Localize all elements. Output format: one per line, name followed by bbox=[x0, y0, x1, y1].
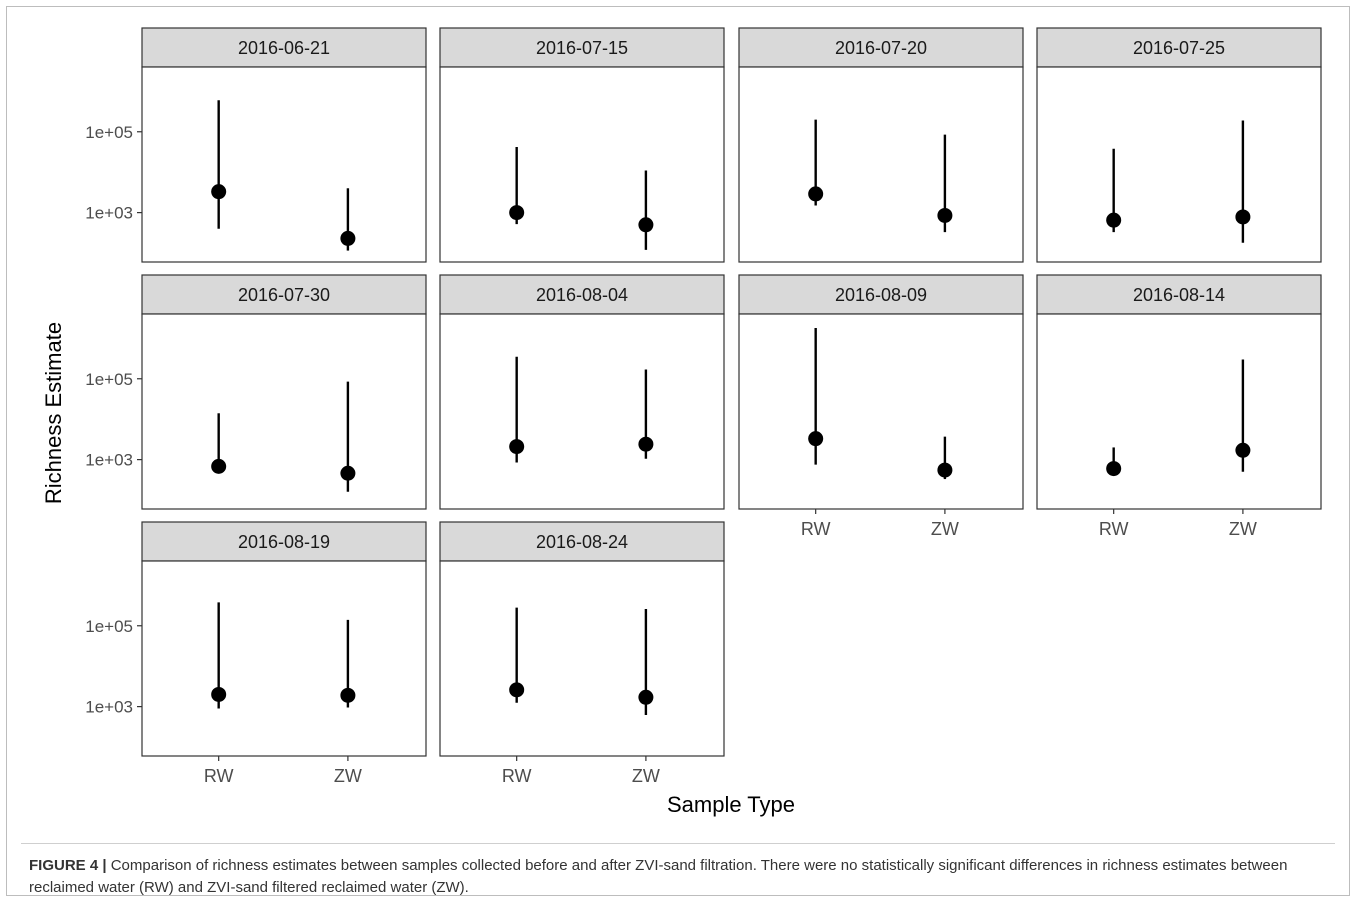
x-tick-label: RW bbox=[204, 766, 234, 786]
point-rw bbox=[808, 186, 824, 202]
facet-label: 2016-07-15 bbox=[536, 38, 628, 58]
facet-panel bbox=[141, 66, 427, 263]
facet-label: 2016-08-04 bbox=[536, 285, 628, 305]
facet-panel bbox=[439, 313, 725, 510]
point-rw bbox=[509, 682, 525, 698]
point-rw bbox=[1106, 212, 1122, 228]
point-zw bbox=[937, 462, 953, 478]
figure-frame: 2016-06-21 1e+03 1e+05 2016-07-15 2016-07-20… bbox=[6, 6, 1350, 896]
y-tick-label: 1e+03 bbox=[85, 698, 133, 717]
facet-panel bbox=[141, 313, 427, 510]
x-tick-label: ZW bbox=[1229, 519, 1257, 539]
facet-label: 2016-07-30 bbox=[238, 285, 330, 305]
point-rw bbox=[211, 458, 227, 474]
facet-strip bbox=[1036, 274, 1322, 315]
facet-label: 2016-08-09 bbox=[835, 285, 927, 305]
point-zw bbox=[340, 687, 356, 703]
figure-caption: FIGURE 4 | Comparison of richness estima… bbox=[29, 855, 1345, 899]
point-zw bbox=[340, 230, 356, 246]
x-tick-label: ZW bbox=[931, 519, 959, 539]
facet-label: 2016-08-24 bbox=[536, 532, 628, 552]
y-axis-title: Richness Estimate bbox=[41, 322, 66, 504]
facet-panel bbox=[1036, 313, 1322, 510]
y-tick-label: 1e+03 bbox=[85, 204, 133, 223]
point-rw bbox=[1106, 461, 1122, 477]
facet-label: 2016-08-19 bbox=[238, 532, 330, 552]
facet-strip bbox=[439, 274, 725, 315]
facet-strip bbox=[738, 27, 1024, 68]
facet-strip bbox=[1036, 27, 1322, 68]
facet-strip bbox=[141, 274, 427, 315]
facet-panel bbox=[1036, 66, 1322, 263]
point-zw bbox=[638, 689, 654, 705]
point-rw bbox=[509, 205, 525, 221]
point-rw bbox=[509, 439, 525, 455]
point-rw bbox=[211, 184, 227, 200]
point-rw bbox=[808, 431, 824, 447]
facet-panel bbox=[738, 313, 1024, 510]
x-tick-label: ZW bbox=[632, 766, 660, 786]
facet-strip bbox=[141, 27, 427, 68]
facet-panel bbox=[439, 66, 725, 263]
facet-label: 2016-07-25 bbox=[1133, 38, 1225, 58]
facet-label: 2016-08-14 bbox=[1133, 285, 1225, 305]
y-tick-label: 1e+05 bbox=[85, 617, 133, 636]
x-tick-label: ZW bbox=[334, 766, 362, 786]
y-tick-label: 1e+05 bbox=[85, 370, 133, 389]
facet-strip bbox=[439, 521, 725, 562]
x-axis-title: Sample Type bbox=[667, 792, 795, 817]
facet-label: 2016-07-20 bbox=[835, 38, 927, 58]
y-tick-label: 1e+05 bbox=[85, 123, 133, 142]
caption-text: Comparison of richness estimates between… bbox=[29, 857, 1288, 896]
facet-strip bbox=[738, 274, 1024, 315]
x-tick-label: RW bbox=[502, 766, 532, 786]
y-tick-label: 1e+03 bbox=[85, 451, 133, 470]
faceted-chart: 2016-06-21 1e+03 1e+05 2016-07-15 2016-07-20… bbox=[41, 27, 1322, 817]
caption-divider bbox=[21, 843, 1335, 844]
facet-strip bbox=[141, 521, 427, 562]
x-tick-label: RW bbox=[1099, 519, 1129, 539]
facet-label: 2016-06-21 bbox=[238, 38, 330, 58]
point-zw bbox=[937, 207, 953, 223]
facet-panel bbox=[439, 560, 725, 757]
point-rw bbox=[211, 686, 227, 702]
point-zw bbox=[340, 465, 356, 481]
point-zw bbox=[1235, 442, 1251, 458]
caption-label: FIGURE 4 | bbox=[29, 857, 107, 874]
x-tick-label: RW bbox=[801, 519, 831, 539]
point-zw bbox=[638, 217, 654, 233]
point-zw bbox=[638, 436, 654, 452]
facet-panel bbox=[738, 66, 1024, 263]
facet-panel bbox=[141, 560, 427, 757]
point-zw bbox=[1235, 209, 1251, 225]
